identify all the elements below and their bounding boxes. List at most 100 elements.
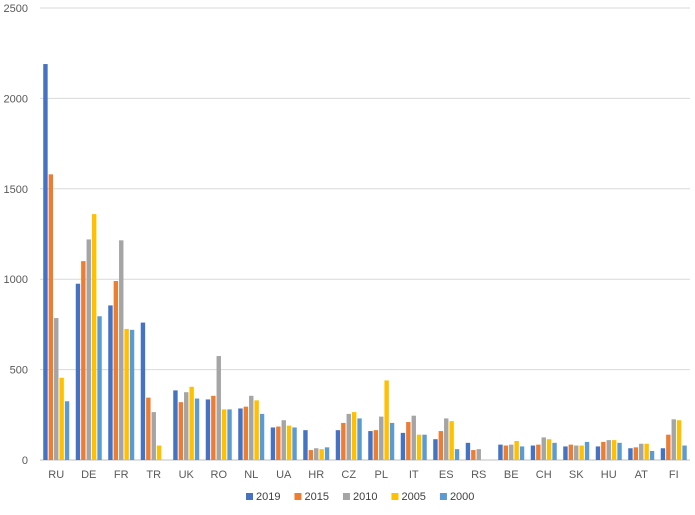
bar-NL-2019 [238,408,243,460]
bar-TR-2005 [156,445,162,460]
bar-RU-2010 [54,318,59,460]
x-tick-label: CH [536,469,552,481]
bar-CZ-2010 [346,413,351,460]
legend-label: 2005 [401,491,425,503]
bar-IT-2000 [422,434,427,460]
x-tick-label: CZ [341,469,356,481]
legend-swatch [294,493,302,500]
bar-UK-2010 [184,392,189,460]
x-tick-label: UK [179,469,195,481]
bar-UK-2000 [194,398,200,460]
bar-RS-2019 [465,442,471,460]
x-tick-label: RS [471,469,486,481]
bar-RO-2019 [205,399,211,460]
bar-PL-2010 [379,416,384,460]
bar-PL-2005 [384,380,389,460]
x-axis-ticks: RU DE FR TR UK RO NL UA HR CZ PL IT ES RS BE CH SK HU AT FI [48,469,678,481]
bar-SK-2000 [584,441,590,460]
bar-RU-2015 [48,174,54,460]
bar-HR-2010 [314,448,319,460]
bar-IT-2015 [406,422,411,460]
bar-AT-2015 [633,447,639,460]
bar-CH-2005 [546,439,552,460]
x-tick-label: TR [146,469,161,481]
bars [43,64,687,460]
bar-HR-2005 [319,449,324,460]
bar-SK-2015 [568,444,574,460]
bar-RO-2000 [227,409,232,460]
bar-HU-2019 [595,446,601,460]
x-tick-label: SK [569,469,584,481]
y-tick-label: 2500 [4,3,28,15]
x-tick-label: IT [409,469,419,481]
bar-FR-2000 [129,329,135,460]
bar-FI-2010 [671,419,676,460]
x-tick-label: NL [244,469,258,481]
bar-TR-2010 [151,412,156,460]
bar-FI-2015 [666,434,671,460]
bar-RS-2010 [476,449,481,460]
legend-label: 2019 [256,491,280,503]
x-tick-label: FR [114,469,129,481]
legend-label: 2000 [450,491,474,503]
legend-swatch [391,493,399,500]
bar-HU-2010 [606,440,611,460]
bar-RU-2019 [43,64,48,460]
bar-AT-2019 [628,448,633,460]
bar-RU-2005 [59,377,64,460]
bar-AT-2010 [639,443,644,460]
bar-CZ-2019 [335,430,341,460]
x-tick-label: PL [375,469,388,481]
bar-UK-2019 [173,390,178,460]
bar-UA-2005 [286,425,292,460]
bar-ES-2019 [433,439,438,460]
bar-IT-2005 [416,434,422,460]
bar-SK-2005 [579,445,584,460]
y-tick-label: 500 [10,365,28,377]
bar-BE-2000 [519,446,525,460]
bar-RO-2005 [221,409,227,460]
bar-FR-2005 [124,328,129,460]
y-tick-label: 1500 [4,184,28,196]
bar-CZ-2005 [351,412,357,460]
bar-UA-2000 [292,427,297,460]
bar-HU-2015 [601,441,606,460]
bar-BE-2010 [509,444,514,460]
bar-AT-2000 [649,450,655,460]
bar-TR-2015 [146,397,151,460]
bar-IT-2019 [400,432,406,460]
bar-AT-2005 [644,443,649,460]
bar-FI-2000 [682,445,687,460]
bar-DE-2015 [81,261,86,460]
bar-HR-2000 [324,447,330,460]
bar-BE-2005 [514,441,519,460]
bar-ES-2010 [444,418,449,460]
x-tick-label: RO [211,469,228,481]
legend-label: 2015 [304,491,328,503]
y-tick-label: 2000 [4,93,28,105]
bar-SK-2019 [563,446,568,460]
bar-FI-2019 [660,448,666,460]
bar-NL-2015 [243,406,249,460]
x-tick-label: RU [48,469,64,481]
bar-DE-2000 [97,316,102,460]
x-tick-label: FI [669,469,679,481]
bar-PL-2015 [373,430,379,460]
bar-DE-2019 [75,283,81,460]
x-tick-label: ES [439,469,454,481]
bar-CH-2010 [541,437,546,460]
x-tick-label: UA [276,469,292,481]
bar-FI-2005 [676,420,682,460]
bar-ES-2005 [449,421,454,460]
bar-UK-2005 [189,386,194,460]
legend-swatch [246,493,253,500]
bar-RO-2015 [211,395,216,460]
bar-CH-2015 [536,444,541,460]
x-tick-label: AT [635,469,649,481]
bar-FR-2010 [119,240,124,460]
bar-HU-2005 [611,440,617,460]
y-tick-label: 1000 [4,274,28,286]
bar-BE-2015 [503,445,509,460]
x-tick-label: DE [81,469,96,481]
